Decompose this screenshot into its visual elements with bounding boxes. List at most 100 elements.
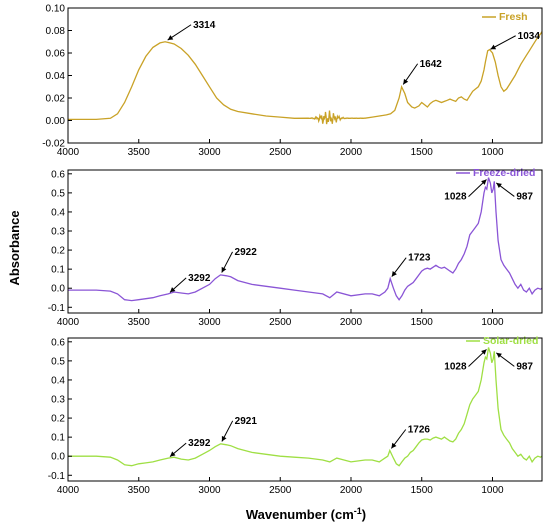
x-tick-label: 3500 xyxy=(128,317,151,328)
y-tick-label: 0.04 xyxy=(46,71,66,82)
y-tick-label: 0.00 xyxy=(46,116,66,127)
y-tick-label: -0.02 xyxy=(42,139,65,150)
annotation-arrowhead xyxy=(490,44,497,50)
y-tick-label: 0.1 xyxy=(51,433,65,444)
peak-annotation: 1726 xyxy=(390,424,431,449)
x-tick-label: 2000 xyxy=(340,485,363,496)
y-tick-label: 0.3 xyxy=(51,227,65,238)
peak-annotation: 1028 xyxy=(444,349,487,373)
legend-label: Freeze-dried xyxy=(473,167,535,179)
peak-annotation: 987 xyxy=(496,352,533,372)
annotation-arrowhead xyxy=(391,271,397,277)
y-tick-label: 0.0 xyxy=(51,452,65,463)
x-tick-label: 3000 xyxy=(198,317,221,328)
x-axis-label-superscript: -1 xyxy=(354,506,362,516)
series-line-top xyxy=(68,31,542,125)
annotation-arrowhead xyxy=(403,78,409,85)
legend-label: Fresh xyxy=(499,11,528,23)
x-tick-label: 1500 xyxy=(411,485,434,496)
x-tick-label: 3500 xyxy=(128,485,151,496)
y-tick-label: 0.2 xyxy=(51,246,65,257)
peak-annotation: 1034 xyxy=(490,31,540,50)
peak-annotation: 1028 xyxy=(444,179,487,203)
x-tick-label: 3500 xyxy=(128,147,151,158)
y-tick-label: 0.06 xyxy=(46,49,66,60)
x-tick-label: 1000 xyxy=(481,485,504,496)
panel-top: 4000 3500 3000 2500 2000 1500 1000 -0.02 0.00 0.0… xyxy=(42,4,543,158)
annotation-arrowhead xyxy=(170,451,176,457)
y-tick-label: 0.5 xyxy=(51,188,65,199)
annotation-label: 1028 xyxy=(444,192,467,203)
panel-middle: 4000 3500 3000 2500 2000 1500 1000 -0.1 0.0 0.1 0.… xyxy=(48,167,543,328)
annotation-label: 3292 xyxy=(188,273,211,284)
y-tick-label: -0.1 xyxy=(48,303,66,314)
x-tick-label: 4000 xyxy=(57,147,80,158)
x-tick-label: 4000 xyxy=(57,317,80,328)
annotation-label: 1034 xyxy=(518,31,541,42)
annotation-label: 987 xyxy=(516,361,533,372)
x-tick-label: 1500 xyxy=(411,317,434,328)
plot-frame xyxy=(67,337,543,482)
panel-bottom: 4000 3500 3000 2500 2000 1500 1000 -0.1 0.0 0.1 0.… xyxy=(48,335,543,496)
y-tick-label: 0.1 xyxy=(51,265,65,276)
peak-annotation: 1642 xyxy=(402,59,443,85)
x-tick-label: 2500 xyxy=(269,147,292,158)
y-tick-label: 0.6 xyxy=(51,337,65,348)
y-tick-label: -0.1 xyxy=(48,471,66,482)
annotation-label: 2922 xyxy=(235,247,258,258)
x-axis-label-suffix: ) xyxy=(362,507,366,522)
x-tick-label: 1000 xyxy=(481,147,504,158)
x-tick-label: 1500 xyxy=(411,147,434,158)
x-tick-label: 2000 xyxy=(340,147,363,158)
annotation-arrowhead xyxy=(496,182,502,188)
annotation-arrowhead xyxy=(481,349,487,355)
x-tick-label: 3000 xyxy=(198,147,221,158)
annotation-label: 1642 xyxy=(420,59,443,70)
x-tick-label: 2000 xyxy=(340,317,363,328)
x-axis-label: Wavenumber (cm-1) xyxy=(246,506,366,522)
peak-annotation: 2922 xyxy=(221,247,258,273)
peak-annotation: 987 xyxy=(496,182,533,202)
annotation-arrowhead xyxy=(481,179,487,185)
y-tick-label: 0.02 xyxy=(46,94,66,105)
y-tick-label: 0.10 xyxy=(46,4,66,15)
annotation-arrowhead xyxy=(496,352,502,358)
y-tick-label: 0.4 xyxy=(51,207,65,218)
y-tick-label: 0.08 xyxy=(46,26,66,37)
annotation-arrowhead xyxy=(170,287,176,293)
annotation-label: 1028 xyxy=(444,362,467,373)
plot-frame xyxy=(67,7,543,144)
peak-annotation: 2921 xyxy=(221,416,258,442)
y-tick-label: 0.2 xyxy=(51,414,65,425)
x-tick-label: 4000 xyxy=(57,485,80,496)
annotation-label: 2921 xyxy=(235,416,258,427)
annotation-label: 1723 xyxy=(408,253,431,264)
y-tick-label: 0.0 xyxy=(51,284,65,295)
annotation-label: 3292 xyxy=(188,438,211,449)
x-axis-label-prefix: Wavenumber (cm xyxy=(246,507,354,522)
y-tick-label: 0.4 xyxy=(51,375,65,386)
x-tick-label: 1000 xyxy=(481,317,504,328)
panels: 4000 3500 3000 2500 2000 1500 1000 -0.02 0.00 0.0… xyxy=(42,4,543,496)
annotation-label: 1726 xyxy=(408,424,431,435)
peak-annotation: 3292 xyxy=(169,273,211,293)
peak-annotation: 1723 xyxy=(391,253,431,277)
y-tick-label: 0.6 xyxy=(51,169,65,180)
peak-annotation: 3292 xyxy=(169,438,211,458)
x-tick-label: 2500 xyxy=(269,485,292,496)
annotation-label: 3314 xyxy=(193,20,216,31)
annotation-arrowhead xyxy=(221,266,227,273)
x-tick-label: 2500 xyxy=(269,317,292,328)
annotation-arrowhead xyxy=(167,35,174,40)
y-axis-label: Absorbance xyxy=(7,210,22,285)
peak-annotation: 3314 xyxy=(167,20,216,41)
y-tick-label: 0.5 xyxy=(51,356,65,367)
y-tick-label: 0.3 xyxy=(51,395,65,406)
series-line-bottom xyxy=(68,347,542,467)
annotation-label: 987 xyxy=(516,191,533,202)
annotation-arrowhead xyxy=(391,442,397,449)
plot-frame xyxy=(67,169,543,314)
series-line-middle xyxy=(68,177,542,302)
legend-label: Solar-dried xyxy=(483,335,538,347)
